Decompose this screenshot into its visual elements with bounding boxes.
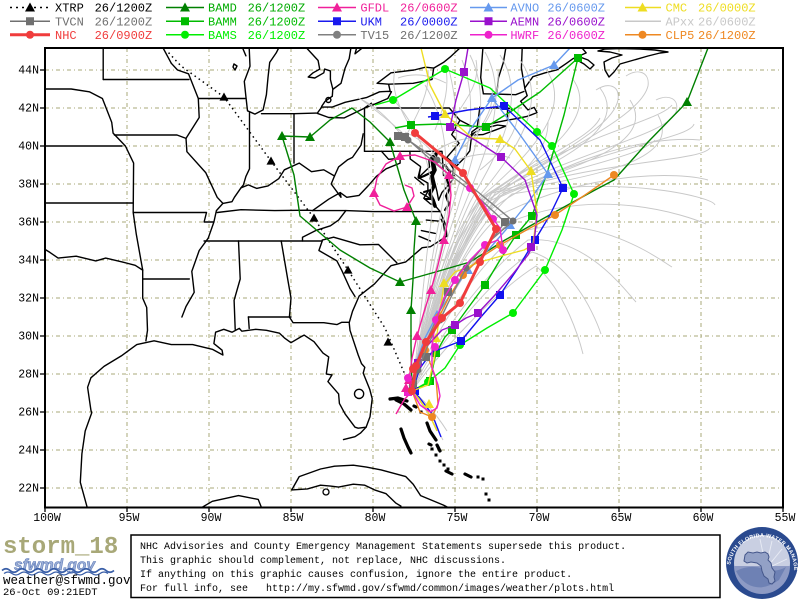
svg-text:NHC: NHC xyxy=(55,29,77,43)
svg-text:36N: 36N xyxy=(18,217,39,230)
svg-text:80W: 80W xyxy=(365,512,386,525)
svg-text:26/0600Z: 26/0600Z xyxy=(547,15,605,29)
svg-text:26/1200Z: 26/1200Z xyxy=(95,15,153,29)
svg-text:90W: 90W xyxy=(201,512,222,525)
svg-text:CMC: CMC xyxy=(666,2,688,16)
svg-text:40N: 40N xyxy=(18,141,39,154)
svg-text:If anything on this graphic ca: If anything on this graphic causes confu… xyxy=(140,569,572,581)
svg-text:NHC Advisories and County Emer: NHC Advisories and County Emergency Mana… xyxy=(140,541,626,553)
svg-text:CLP5: CLP5 xyxy=(666,29,695,43)
svg-text:38N: 38N xyxy=(18,179,39,192)
svg-text:26/1200Z: 26/1200Z xyxy=(95,2,153,16)
svg-text:95W: 95W xyxy=(119,512,140,525)
svg-text:BAMD: BAMD xyxy=(208,2,237,16)
svg-text:65W: 65W xyxy=(611,512,632,525)
svg-text:22N: 22N xyxy=(18,483,39,496)
svg-text:26/0000Z: 26/0000Z xyxy=(400,15,458,29)
svg-text:TV15: TV15 xyxy=(360,29,389,43)
svg-text:26/0600Z: 26/0600Z xyxy=(547,29,605,43)
svg-text:100W: 100W xyxy=(33,512,61,525)
svg-text:42N: 42N xyxy=(18,103,39,116)
svg-text:TVCN: TVCN xyxy=(55,15,84,29)
svg-text:BAMS: BAMS xyxy=(208,29,237,43)
svg-text:AEMN: AEMN xyxy=(510,15,539,29)
svg-text:XTRP: XTRP xyxy=(55,2,84,16)
svg-text:APxx: APxx xyxy=(666,15,695,29)
svg-text:60W: 60W xyxy=(693,512,714,525)
svg-text:26N: 26N xyxy=(18,407,39,420)
svg-text:70W: 70W xyxy=(529,512,550,525)
svg-text:26/1200Z: 26/1200Z xyxy=(248,29,306,43)
svg-text:24N: 24N xyxy=(18,445,39,458)
svg-text:storm_18: storm_18 xyxy=(3,534,118,561)
svg-text:For full info, see http://my: For full info, see http://my.sfwmd.gov/s… xyxy=(140,583,614,595)
svg-text:UKM: UKM xyxy=(360,15,382,29)
svg-text:26/0600Z: 26/0600Z xyxy=(698,15,756,29)
svg-text:26/0600Z: 26/0600Z xyxy=(547,2,605,16)
svg-text:26/1200Z: 26/1200Z xyxy=(248,15,306,29)
svg-text:30N: 30N xyxy=(18,331,39,344)
svg-text:85W: 85W xyxy=(283,512,304,525)
svg-text:HWRF: HWRF xyxy=(510,29,539,43)
svg-text:BAMM: BAMM xyxy=(208,15,237,29)
svg-text:26/1200Z: 26/1200Z xyxy=(400,29,458,43)
svg-text:26/1200Z: 26/1200Z xyxy=(248,2,306,16)
svg-text:This graphic should complement: This graphic should complement, not repl… xyxy=(140,555,506,567)
svg-text:26/1200Z: 26/1200Z xyxy=(698,29,756,43)
svg-text:26/0900Z: 26/0900Z xyxy=(95,29,153,43)
svg-text:weather@sfwmd.gov: weather@sfwmd.gov xyxy=(3,574,131,588)
svg-text:26/0600Z: 26/0600Z xyxy=(400,2,458,16)
svg-text:28N: 28N xyxy=(18,369,39,382)
svg-text:26/0000Z: 26/0000Z xyxy=(698,2,756,16)
svg-text:26-Oct 09:21EDT: 26-Oct 09:21EDT xyxy=(3,587,98,599)
svg-text:44N: 44N xyxy=(18,65,39,78)
svg-text:GFDL: GFDL xyxy=(360,2,389,16)
svg-text:32N: 32N xyxy=(18,293,39,306)
svg-text:75W: 75W xyxy=(447,512,468,525)
svg-text:AVNO: AVNO xyxy=(510,2,539,16)
svg-text:55W: 55W xyxy=(775,512,796,525)
svg-text:34N: 34N xyxy=(18,255,39,268)
